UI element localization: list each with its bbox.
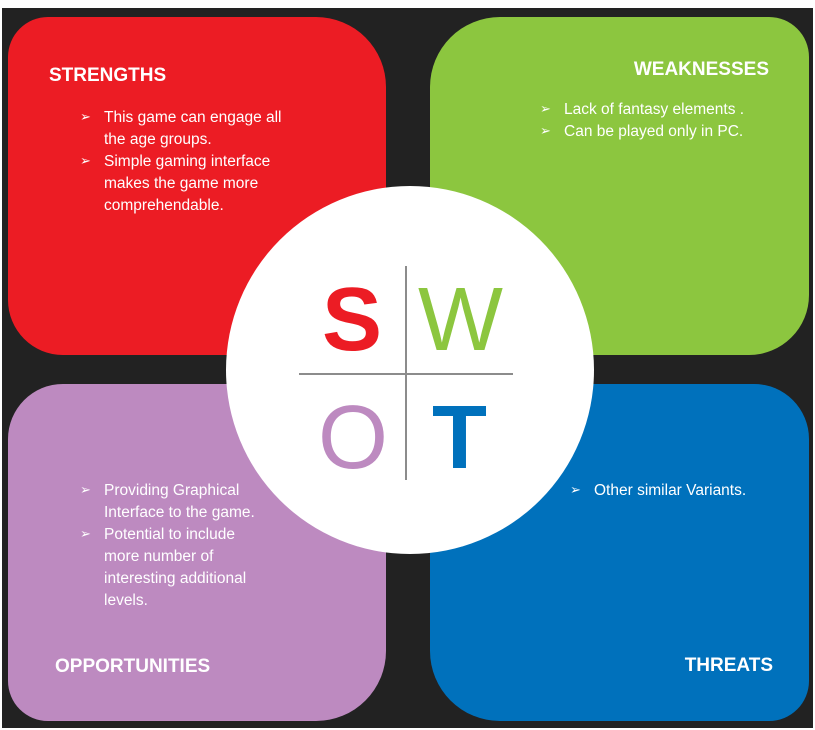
strengths-list: ➢ This game can engage all the age group…	[80, 107, 320, 217]
opportunities-item-1-line-2: Interface to the game.	[104, 504, 255, 521]
arrow-bullet-icon: ➢	[80, 154, 91, 169]
opportunities-item-2-line-3: interesting additional	[104, 570, 247, 587]
strengths-item-2: ➢ Simple gaming interface makes the game…	[80, 151, 320, 217]
strengths-item-2-line-1: Simple gaming interface	[104, 153, 271, 170]
strengths-item-2-line-2: makes the game more	[104, 175, 259, 192]
arrow-bullet-icon: ➢	[80, 527, 91, 542]
opportunities-item-2: ➢ Potential to include more number of in…	[80, 524, 310, 612]
letter-o: O	[318, 388, 389, 488]
weaknesses-item-2-line-1: Can be played only in PC.	[564, 123, 744, 140]
arrow-bullet-icon: ➢	[80, 483, 91, 498]
weaknesses-item-1-line-1: Lack of fantasy elements .	[564, 101, 745, 118]
weaknesses-list: ➢ Lack of fantasy elements . ➢ Can be pl…	[540, 99, 800, 143]
strengths-item-1-line-2: the age groups.	[104, 131, 212, 148]
strengths-item-1-line-1: This game can engage all	[104, 109, 282, 126]
weaknesses-title: WEAKNESSES	[633, 59, 769, 80]
weaknesses-item-2: ➢ Can be played only in PC.	[540, 121, 800, 143]
threats-title: THREATS	[684, 655, 773, 676]
strengths-quadrant: STRENGTHS ➢ This game can engage all the…	[8, 17, 386, 355]
opportunities-item-2-line-4: levels.	[104, 592, 148, 609]
threats-item-1-line-1: Other similar Variants.	[594, 482, 747, 499]
strengths-item-1: ➢ This game can engage all the age group…	[80, 107, 320, 151]
opportunities-item-2-line-1: Potential to include	[104, 526, 235, 543]
center-horizontal-divider	[299, 373, 513, 375]
letter-s: S	[322, 270, 383, 370]
strengths-item-2-line-3: comprehendable.	[104, 197, 224, 214]
opportunities-item-1: ➢ Providing Graphical Interface to the g…	[80, 480, 310, 524]
threats-item-1: ➢ Other similar Variants.	[570, 480, 800, 502]
opportunities-list: ➢ Providing Graphical Interface to the g…	[80, 480, 310, 612]
arrow-bullet-icon: ➢	[540, 102, 551, 117]
arrow-bullet-icon: ➢	[570, 483, 581, 498]
threats-list: ➢ Other similar Variants.	[570, 480, 800, 502]
opportunities-item-2-line-2: more number of	[104, 548, 214, 565]
weaknesses-item-1: ➢ Lack of fantasy elements .	[540, 99, 800, 121]
letter-t: T	[432, 388, 487, 488]
opportunities-item-1-line-1: Providing Graphical	[104, 482, 240, 499]
swot-center-circle	[226, 186, 594, 554]
arrow-bullet-icon: ➢	[540, 124, 551, 139]
opportunities-title: OPPORTUNITIES	[55, 656, 211, 677]
letter-w: W	[418, 270, 503, 370]
arrow-bullet-icon: ➢	[80, 110, 91, 125]
strengths-title: STRENGTHS	[49, 65, 167, 86]
